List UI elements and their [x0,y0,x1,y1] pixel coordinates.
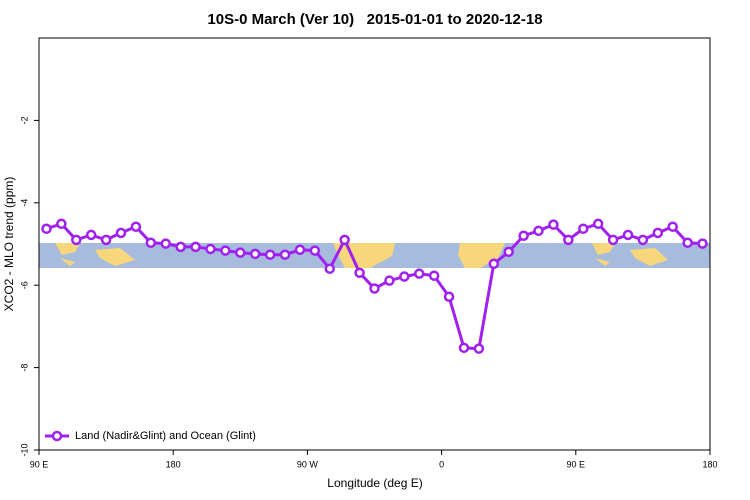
point [682,237,693,249]
point [41,223,52,235]
point [85,229,97,241]
point [175,241,186,253]
point [324,263,336,274]
point [518,230,529,242]
point [220,245,231,256]
point [607,234,619,246]
point [115,227,127,239]
point [71,234,82,246]
point [279,249,291,260]
point [384,275,395,286]
y-tick-label: -6 [19,281,29,289]
point [354,267,365,279]
plot-frame [38,37,711,451]
x-tick-label: 180 [166,459,181,469]
point [369,283,380,294]
point [622,229,634,241]
x-tick-label: 90 W [297,459,319,469]
x-tick-label: 180 [702,459,717,469]
point [339,234,350,246]
point [145,237,157,249]
point [205,243,216,255]
point [443,291,455,302]
x-tick-label: 90 E [567,459,586,469]
point [294,244,306,256]
point [160,238,171,249]
legend-label: Land (Nadir&Glint) and Ocean (Glint) [75,430,256,442]
y-tick-label: -2 [19,116,29,124]
point [697,238,708,249]
x-tick-label: 0 [439,459,444,469]
point [652,227,664,239]
point [592,218,604,230]
y-tick-label: -8 [19,364,29,372]
point [413,268,425,279]
point [56,218,67,230]
y-tick-label: -10 [19,443,29,456]
point [503,246,514,258]
point [309,245,321,256]
point [548,219,559,230]
point [473,343,485,354]
x-axis-label: Longitude (deg E) [327,476,422,490]
y-tick-label: -4 [19,199,29,207]
point [578,223,589,235]
point [563,234,574,246]
point [458,342,470,354]
point [190,241,201,253]
point [100,234,112,246]
point [130,221,142,232]
map-background [39,243,710,268]
x-tick-label: 90 E [30,459,49,469]
point [428,270,440,281]
chart-title: 10S-0 March (Ver 10) 2015-01-01 to 2020-… [207,11,542,28]
point [533,225,544,237]
legend-marker [51,430,63,442]
point [264,249,276,260]
point [637,234,649,246]
point [488,258,500,270]
point [667,221,678,232]
point [235,247,246,258]
point [249,248,261,260]
point [399,271,410,282]
y-axis-label: XCO2 - MLO trend (ppm) [2,177,16,312]
